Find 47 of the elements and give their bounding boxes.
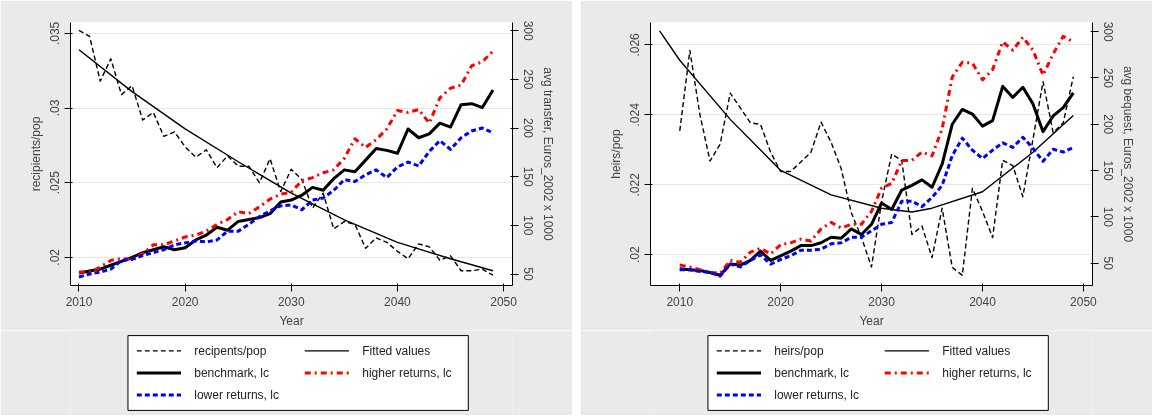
legend-label: higher returns, lc [362,366,452,380]
y-axis-title: recipients/pop [28,116,43,192]
y-tick-label: .03 [48,99,63,117]
x-tick-label: 2010 [666,294,694,309]
legend-label: recipents/pop [194,343,267,358]
x-tick-label: 2010 [65,294,93,309]
y-axis-title: heirs/pop [608,128,623,179]
x-tick-label: 2050 [490,294,518,309]
legend-label: lower returns, lc [774,388,859,403]
y2-tick-label: 50 [520,267,535,282]
y2-tick-label: 300 [1100,21,1115,42]
y2-tick-label: 50 [1100,256,1115,271]
y-tick-label: .022 [628,172,643,197]
y2-axis-title: avg transfer, Euros_2002 x 1000 [540,67,555,242]
x-tick-label: 2030 [277,294,305,309]
y2-tick-label: 200 [520,118,535,139]
legend-label: lower returns, lc [194,388,279,403]
y2-tick-label: 200 [1100,114,1115,135]
x-tick-label: 2040 [969,294,997,309]
legend-label: benchmark, lc [194,366,269,380]
y-tick-label: .026 [628,32,643,57]
x-tick-label: 2030 [868,294,896,309]
legend-label: benchmark, lc [774,366,849,380]
x-axis-title: Year [279,313,304,328]
y-tick-label: .02 [48,248,63,266]
y2-tick-label: 150 [520,166,535,188]
x-axis-title: Year [859,313,884,328]
y2-tick-label: 300 [520,20,535,42]
y2-tick-label: 250 [520,69,535,90]
y-tick-label: .02 [628,246,643,264]
legend-label: heirs/pop [774,343,824,358]
y-tick-label: .025 [48,170,63,195]
y2-tick-label: 250 [1100,67,1115,89]
x-tick-label: 2050 [1070,294,1098,309]
line-series [678,135,1075,278]
legend-label: higher returns, lc [942,366,1032,380]
y2-tick-label: 100 [1100,206,1115,228]
y2-tick-label: 150 [1100,160,1115,181]
x-tick-label: 2020 [767,294,795,309]
y2-tick-label: 100 [520,215,535,236]
y-tick-label: .024 [628,102,643,127]
legend-label: Fitted values [942,343,1011,358]
x-tick-label: 2020 [171,294,199,309]
legend-label: Fitted values [362,343,431,358]
y-tick-label: .035 [48,21,63,46]
y2-axis-title: avg bequest, Euros_2002 x 1000 [1120,65,1135,243]
x-tick-label: 2040 [384,294,412,309]
